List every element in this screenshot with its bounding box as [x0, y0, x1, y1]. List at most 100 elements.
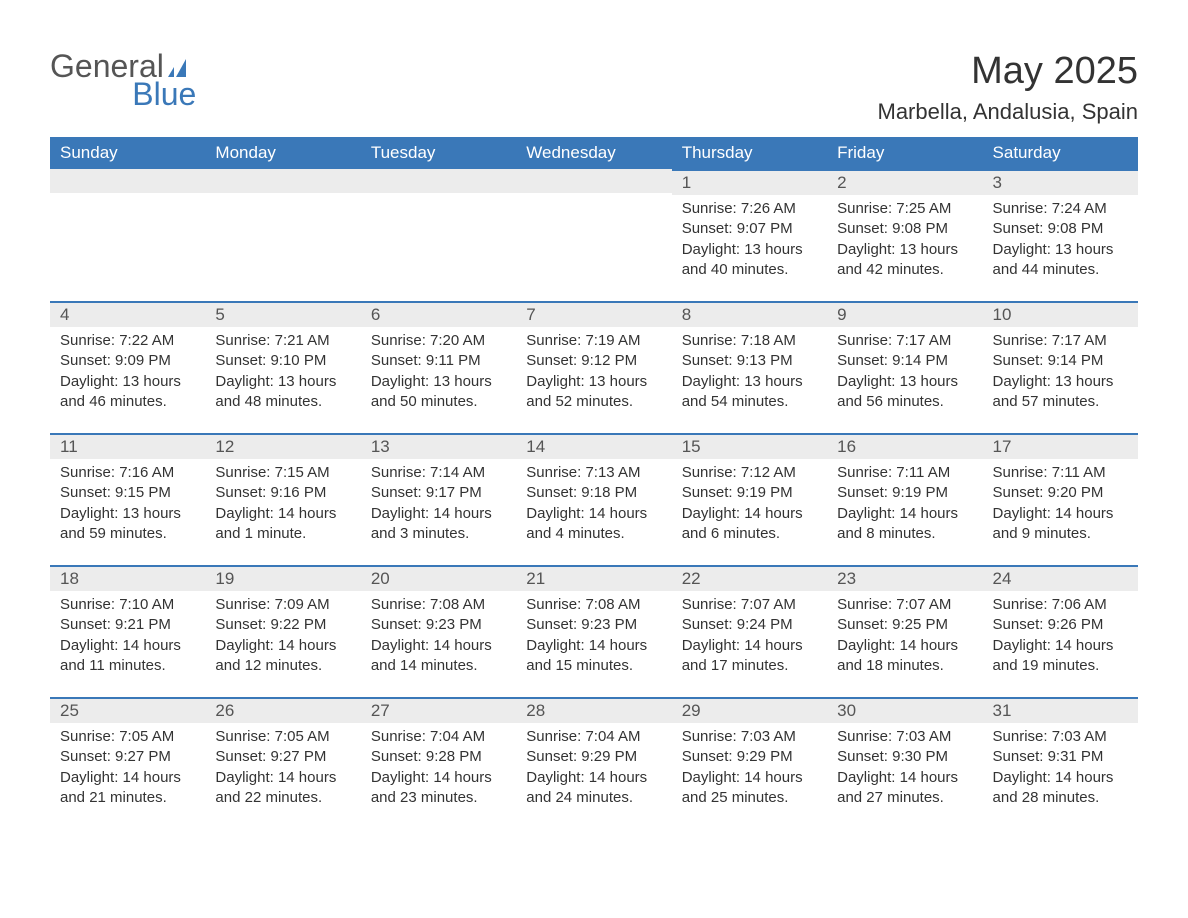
calendar-cell: 18Sunrise: 7:10 AMSunset: 9:21 PMDayligh…: [50, 565, 205, 697]
day-content: Sunrise: 7:16 AMSunset: 9:15 PMDaylight:…: [50, 459, 205, 552]
empty-day-bar: [361, 169, 516, 193]
daylight-text: Daylight: 14 hours and 28 minutes.: [993, 768, 1128, 809]
sunset-text: Sunset: 9:24 PM: [682, 615, 817, 635]
day-content: Sunrise: 7:22 AMSunset: 9:09 PMDaylight:…: [50, 327, 205, 420]
day-content: Sunrise: 7:12 AMSunset: 9:19 PMDaylight:…: [672, 459, 827, 552]
day-number: 1: [672, 169, 827, 195]
calendar-table: Sunday Monday Tuesday Wednesday Thursday…: [50, 137, 1138, 829]
day-number: 11: [50, 433, 205, 459]
day-number: 4: [50, 301, 205, 327]
sunrise-text: Sunrise: 7:18 AM: [682, 331, 817, 351]
sunset-text: Sunset: 9:20 PM: [993, 483, 1128, 503]
sunset-text: Sunset: 9:08 PM: [993, 219, 1128, 239]
daylight-text: Daylight: 14 hours and 9 minutes.: [993, 504, 1128, 545]
sunrise-text: Sunrise: 7:03 AM: [993, 727, 1128, 747]
sunset-text: Sunset: 9:27 PM: [215, 747, 350, 767]
sunrise-text: Sunrise: 7:05 AM: [60, 727, 195, 747]
calendar-cell: [50, 169, 205, 301]
calendar-cell: 2Sunrise: 7:25 AMSunset: 9:08 PMDaylight…: [827, 169, 982, 301]
sunrise-text: Sunrise: 7:11 AM: [837, 463, 972, 483]
calendar-week-row: 1 Sunrise: 7:26 AMSunset: 9:07 PM Daylight…: [50, 169, 1138, 301]
sunset-text: Sunset: 9:12 PM: [526, 351, 661, 371]
daylight-text: Daylight: 14 hours and 17 minutes.: [682, 636, 817, 677]
sunset-text: Sunset: 9:22 PM: [215, 615, 350, 635]
sunrise-text: Sunrise: 7:03 AM: [837, 727, 972, 747]
calendar-cell: 26Sunrise: 7:05 AMSunset: 9:27 PMDayligh…: [205, 697, 360, 829]
day-number: 16: [827, 433, 982, 459]
calendar-cell: 17Sunrise: 7:11 AMSunset: 9:20 PMDayligh…: [983, 433, 1138, 565]
day-number: 13: [361, 433, 516, 459]
sunrise-text: Sunrise: 7:17 AM: [837, 331, 972, 351]
day-content: Sunrise: 7:11 AMSunset: 9:20 PMDaylight:…: [983, 459, 1138, 552]
calendar-cell: [205, 169, 360, 301]
day-content: Sunrise: 7:07 AMSunset: 9:24 PMDaylight:…: [672, 591, 827, 684]
sunrise-text: Sunrise: 7:06 AM: [993, 595, 1128, 615]
daylight-text: Daylight: 13 hours and 54 minutes.: [682, 372, 817, 413]
sunrise-text: Sunrise: 7:17 AM: [993, 331, 1128, 351]
calendar-week-row: 18Sunrise: 7:10 AMSunset: 9:21 PMDayligh…: [50, 565, 1138, 697]
day-number: 17: [983, 433, 1138, 459]
day-number: 20: [361, 565, 516, 591]
sunrise-text: Sunrise: 7:12 AM: [682, 463, 817, 483]
sunrise-text: Sunrise: 7:03 AM: [682, 727, 817, 747]
weekday-header: Saturday: [983, 137, 1138, 169]
weekday-header: Tuesday: [361, 137, 516, 169]
month-title: May 2025: [878, 50, 1139, 93]
calendar-week-row: 25Sunrise: 7:05 AMSunset: 9:27 PMDayligh…: [50, 697, 1138, 829]
sunrise-text: Sunrise: 7:10 AM: [60, 595, 195, 615]
day-number: 31: [983, 697, 1138, 723]
weekday-header-row: Sunday Monday Tuesday Wednesday Thursday…: [50, 137, 1138, 169]
weekday-header: Sunday: [50, 137, 205, 169]
calendar-cell: 21Sunrise: 7:08 AMSunset: 9:23 PMDayligh…: [516, 565, 671, 697]
sunrise-text: Sunrise: 7:26 AM: [682, 199, 817, 219]
daylight-text: Daylight: 14 hours and 4 minutes.: [526, 504, 661, 545]
title-block: May 2025 Marbella, Andalusia, Spain: [878, 50, 1139, 125]
day-number: 22: [672, 565, 827, 591]
day-content: Sunrise: 7:04 AMSunset: 9:29 PMDaylight:…: [516, 723, 671, 816]
sunrise-text: Sunrise: 7:07 AM: [682, 595, 817, 615]
daylight-text: Daylight: 14 hours and 23 minutes.: [371, 768, 506, 809]
calendar-cell: 5Sunrise: 7:21 AMSunset: 9:10 PMDaylight…: [205, 301, 360, 433]
day-number: 14: [516, 433, 671, 459]
daylight-text: Daylight: 14 hours and 24 minutes.: [526, 768, 661, 809]
day-number: 10: [983, 301, 1138, 327]
day-content: Sunrise: 7:18 AMSunset: 9:13 PMDaylight:…: [672, 327, 827, 420]
daylight-text: Daylight: 14 hours and 12 minutes.: [215, 636, 350, 677]
day-number: 23: [827, 565, 982, 591]
day-content: Sunrise: 7:07 AMSunset: 9:25 PMDaylight:…: [827, 591, 982, 684]
weekday-header: Friday: [827, 137, 982, 169]
calendar-cell: [516, 169, 671, 301]
page-header: General Blue May 2025 Marbella, Andalusi…: [50, 50, 1138, 125]
day-number: 9: [827, 301, 982, 327]
daylight-text: Daylight: 14 hours and 21 minutes.: [60, 768, 195, 809]
sunset-text: Sunset: 9:28 PM: [371, 747, 506, 767]
day-content: Sunrise: 7:19 AMSunset: 9:12 PMDaylight:…: [516, 327, 671, 420]
day-number: 6: [361, 301, 516, 327]
daylight-text: Daylight: 14 hours and 6 minutes.: [682, 504, 817, 545]
sunrise-text: Sunrise: 7:14 AM: [371, 463, 506, 483]
calendar-cell: 22Sunrise: 7:07 AMSunset: 9:24 PMDayligh…: [672, 565, 827, 697]
day-number: 5: [205, 301, 360, 327]
day-number: 30: [827, 697, 982, 723]
daylight-text: Daylight: 14 hours and 11 minutes.: [60, 636, 195, 677]
calendar-cell: 24Sunrise: 7:06 AMSunset: 9:26 PMDayligh…: [983, 565, 1138, 697]
daylight-text: Daylight: 13 hours and 44 minutes.: [993, 240, 1128, 281]
day-content: Sunrise: 7:17 AMSunset: 9:14 PMDaylight:…: [983, 327, 1138, 420]
day-content: Sunrise: 7:08 AMSunset: 9:23 PMDaylight:…: [516, 591, 671, 684]
sunrise-text: Sunrise: 7:20 AM: [371, 331, 506, 351]
calendar-cell: 20Sunrise: 7:08 AMSunset: 9:23 PMDayligh…: [361, 565, 516, 697]
day-number: 2: [827, 169, 982, 195]
calendar-week-row: 11Sunrise: 7:16 AMSunset: 9:15 PMDayligh…: [50, 433, 1138, 565]
day-number: 25: [50, 697, 205, 723]
day-content: Sunrise: 7:11 AMSunset: 9:19 PMDaylight:…: [827, 459, 982, 552]
sunrise-text: Sunrise: 7:08 AM: [371, 595, 506, 615]
calendar-cell: 14Sunrise: 7:13 AMSunset: 9:18 PMDayligh…: [516, 433, 671, 565]
sunset-text: Sunset: 9:27 PM: [60, 747, 195, 767]
sunset-text: Sunset: 9:25 PM: [837, 615, 972, 635]
daylight-text: Daylight: 13 hours and 46 minutes.: [60, 372, 195, 413]
weekday-header: Thursday: [672, 137, 827, 169]
daylight-text: Daylight: 14 hours and 18 minutes.: [837, 636, 972, 677]
day-content: Sunrise: 7:09 AMSunset: 9:22 PMDaylight:…: [205, 591, 360, 684]
sunset-text: Sunset: 9:07 PM: [682, 219, 817, 239]
empty-day-bar: [205, 169, 360, 193]
